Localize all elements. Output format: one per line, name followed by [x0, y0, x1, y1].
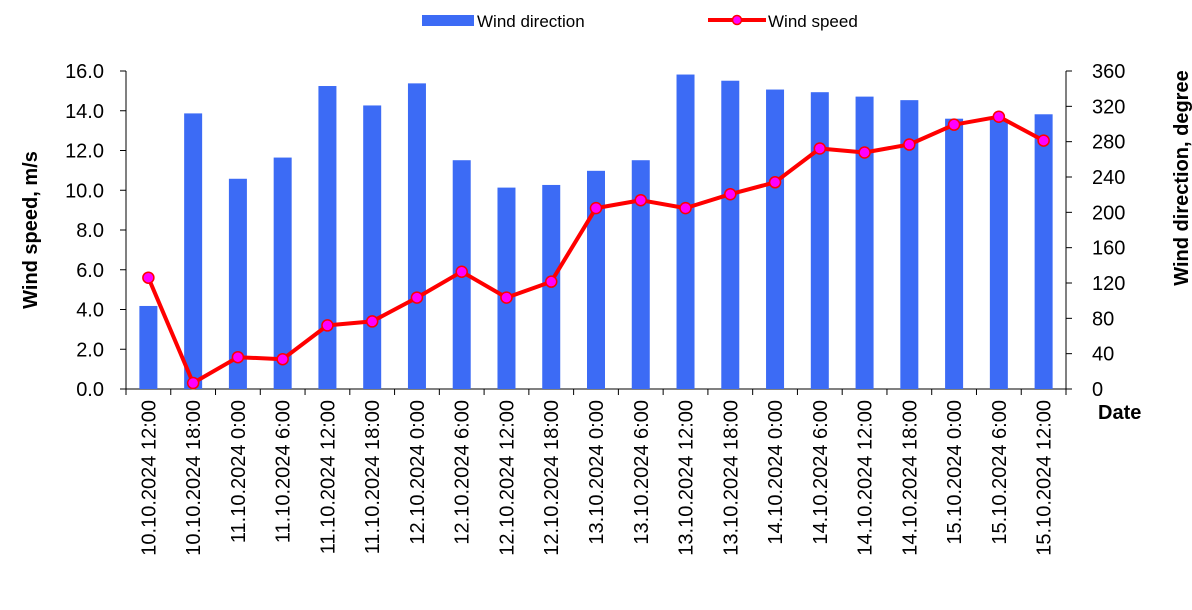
direction-bar [676, 74, 695, 390]
speed-point [947, 118, 961, 131]
x-tick-label: 12.10.2024 6:00 [452, 400, 474, 545]
x-tick-label: 12.10.2024 0:00 [407, 400, 429, 545]
speed-point [231, 350, 245, 364]
y-tick-label: 6.0 [76, 260, 104, 282]
x-tick-label: 13.10.2024 12:00 [676, 400, 698, 556]
direction-bar [945, 118, 964, 389]
x-tick-label: 14.10.2024 6:00 [810, 400, 832, 545]
x-ticks: 10.10.2024 12:00 10.10.2024 18:00 11.10.20… [125, 389, 1067, 556]
speed-point [903, 138, 916, 151]
y2-tick-label: 80 [1092, 308, 1114, 330]
x-tick-label: 11.10.2024 0:00 [228, 400, 250, 543]
speed-point [724, 187, 737, 201]
x-tick-label: 10.10.2024 18:00 [183, 400, 205, 556]
direction-bar [228, 178, 247, 389]
left-ticks: 0.0 2.0 4.0 6.0 8.0 10.0 12.0 14.0 16.0 [65, 61, 126, 401]
y2-tick-label: 160 [1092, 238, 1125, 260]
y2-tick-label: 320 [1092, 96, 1125, 118]
direction-bar [184, 113, 203, 390]
y-tick-label: 0.0 [76, 379, 104, 401]
direction-bar [855, 96, 874, 389]
speed-point [455, 265, 468, 278]
right-ticks: 0 40 80 120 160 200 240 280 320 360 [1066, 61, 1125, 401]
x-tick-label: 12.10.2024 12:00 [496, 400, 518, 556]
speed-point [321, 319, 334, 332]
x-tick-label: 15.10.2024 12:00 [1034, 400, 1056, 556]
y2-tick-label: 120 [1092, 273, 1125, 295]
x-tick-label: 10.10.2024 12:00 [138, 400, 160, 556]
y2-tick-label: 280 [1092, 132, 1125, 154]
direction-bar [631, 160, 650, 389]
bars [139, 74, 1053, 390]
direction-bar [407, 83, 426, 389]
direction-bar [363, 105, 382, 389]
direction-bar [1034, 114, 1053, 390]
legend-line-marker [731, 14, 743, 26]
speed-point [186, 376, 200, 390]
direction-bar [139, 305, 158, 389]
speed-point [410, 291, 424, 304]
speed-point [768, 176, 782, 189]
x-tick-label: 13.10.2024 18:00 [720, 400, 742, 556]
y2-tick-label: 200 [1092, 202, 1125, 224]
x-axis-title: Date [1098, 402, 1141, 424]
speed-point [992, 110, 1006, 123]
direction-bar [766, 89, 785, 390]
x-tick-label: 11.10.2024 6:00 [273, 400, 295, 543]
legend-line-label: Wind speed [768, 12, 858, 31]
direction-bar [497, 187, 516, 389]
direction-bar [721, 80, 740, 389]
y2-tick-label: 0 [1092, 379, 1103, 401]
x-tick-label: 14.10.2024 0:00 [765, 400, 787, 545]
x-tick-label: 13.10.2024 6:00 [631, 400, 653, 545]
speed-point [544, 275, 558, 288]
speed-point [365, 315, 379, 328]
y-tick-label: 14.0 [65, 101, 104, 123]
direction-bar [900, 100, 919, 390]
x-tick-label: 11.10.2024 18:00 [362, 400, 384, 554]
x-tick-label: 13.10.2024 0:00 [586, 400, 608, 545]
y-tick-label: 16.0 [65, 61, 104, 83]
direction-bar [989, 119, 1008, 389]
speed-line [142, 110, 1050, 390]
y2-tick-label: 240 [1092, 167, 1125, 189]
y2-tick-label: 360 [1092, 61, 1125, 83]
speed-point [679, 201, 692, 215]
speed-point [276, 352, 289, 366]
direction-bar [587, 170, 605, 389]
x-tick-label: 15.10.2024 6:00 [989, 400, 1011, 545]
direction-bar [273, 157, 292, 389]
x-tick-label: 14.10.2024 18:00 [899, 400, 921, 556]
legend-bar-label: Wind direction [477, 12, 585, 31]
y-tick-label: 2.0 [76, 339, 104, 361]
speed-point [858, 146, 871, 159]
speed-point [634, 193, 648, 207]
speed-point [813, 142, 827, 155]
y-axis-title: Wind speed, m/s [20, 151, 42, 309]
speed-point [1037, 134, 1050, 147]
y-tick-label: 12.0 [65, 141, 104, 163]
y2-axis-title: Wind direction, degree [1171, 70, 1192, 285]
y-tick-label: 10.0 [65, 180, 104, 202]
speed-point [142, 271, 155, 284]
x-tick-label: 14.10.2024 12:00 [855, 400, 877, 556]
direction-bar [810, 92, 829, 389]
speed-point [589, 201, 603, 215]
x-tick-label: 12.10.2024 18:00 [541, 400, 563, 556]
y2-tick-label: 40 [1092, 344, 1114, 366]
legend-bar-swatch [422, 15, 474, 26]
y-tick-label: 8.0 [76, 220, 104, 242]
x-tick-label: 11.10.2024 12:00 [317, 400, 339, 554]
speed-point [500, 291, 513, 304]
x-tick-label: 15.10.2024 0:00 [944, 400, 966, 545]
y-tick-label: 4.0 [76, 300, 104, 322]
direction-bar [318, 86, 337, 390]
legend: Wind direction Wind speed [422, 12, 858, 31]
